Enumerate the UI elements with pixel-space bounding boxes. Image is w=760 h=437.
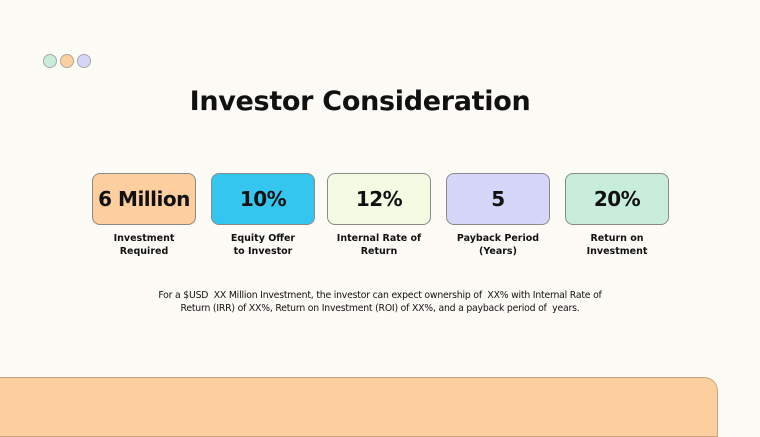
metric-label: Internal Rate of Return: [314, 232, 444, 258]
dot-orange: [60, 54, 74, 68]
metric-card: 6 Million: [92, 173, 196, 225]
metric-card: 20%: [565, 173, 669, 225]
metric-value: 6 Million: [98, 187, 190, 211]
metric-value: 5: [491, 187, 505, 211]
metric-label-line-1: Payback Period: [456, 233, 540, 244]
dot-purple: [77, 54, 91, 68]
metric-label-line-2: to Investor: [233, 246, 293, 257]
metric-label-line-2: Required: [119, 246, 169, 257]
dot-green: [43, 54, 57, 68]
page-title: Investor Consideration: [189, 86, 531, 117]
metric-label: Return on Investment: [552, 232, 682, 258]
metric-card: 10%: [211, 173, 315, 225]
metric-value: 10%: [239, 187, 287, 211]
metric-label-line-2: Return: [360, 246, 398, 257]
metric-value: 20%: [593, 187, 641, 211]
summary-paragraph: For a $USD XX Million Investment, the in…: [100, 289, 660, 315]
metric-label: Payback Period (Years): [433, 232, 563, 258]
metric-label-line-2: (Years): [479, 246, 517, 257]
summary-line-2: Return (IRR) of XX%, Return on Investmen…: [180, 303, 580, 314]
metric-label-line-1: Investment: [113, 233, 175, 244]
metric-label-line-1: Internal Rate of: [336, 233, 422, 244]
metric-card: 12%: [327, 173, 431, 225]
metric-label-line-2: Investment: [586, 246, 648, 257]
metric-label: Investment Required: [79, 232, 209, 258]
footer-panel: [0, 377, 718, 437]
summary-line-1: For a $USD XX Million Investment, the in…: [158, 290, 602, 301]
decorative-dots: [43, 54, 91, 68]
metric-label: Equity Offer to Investor: [198, 232, 328, 258]
metric-card: 5: [446, 173, 550, 225]
metric-value: 12%: [355, 187, 403, 211]
metric-label-line-1: Equity Offer: [230, 233, 296, 244]
metric-label-line-1: Return on: [590, 233, 644, 244]
